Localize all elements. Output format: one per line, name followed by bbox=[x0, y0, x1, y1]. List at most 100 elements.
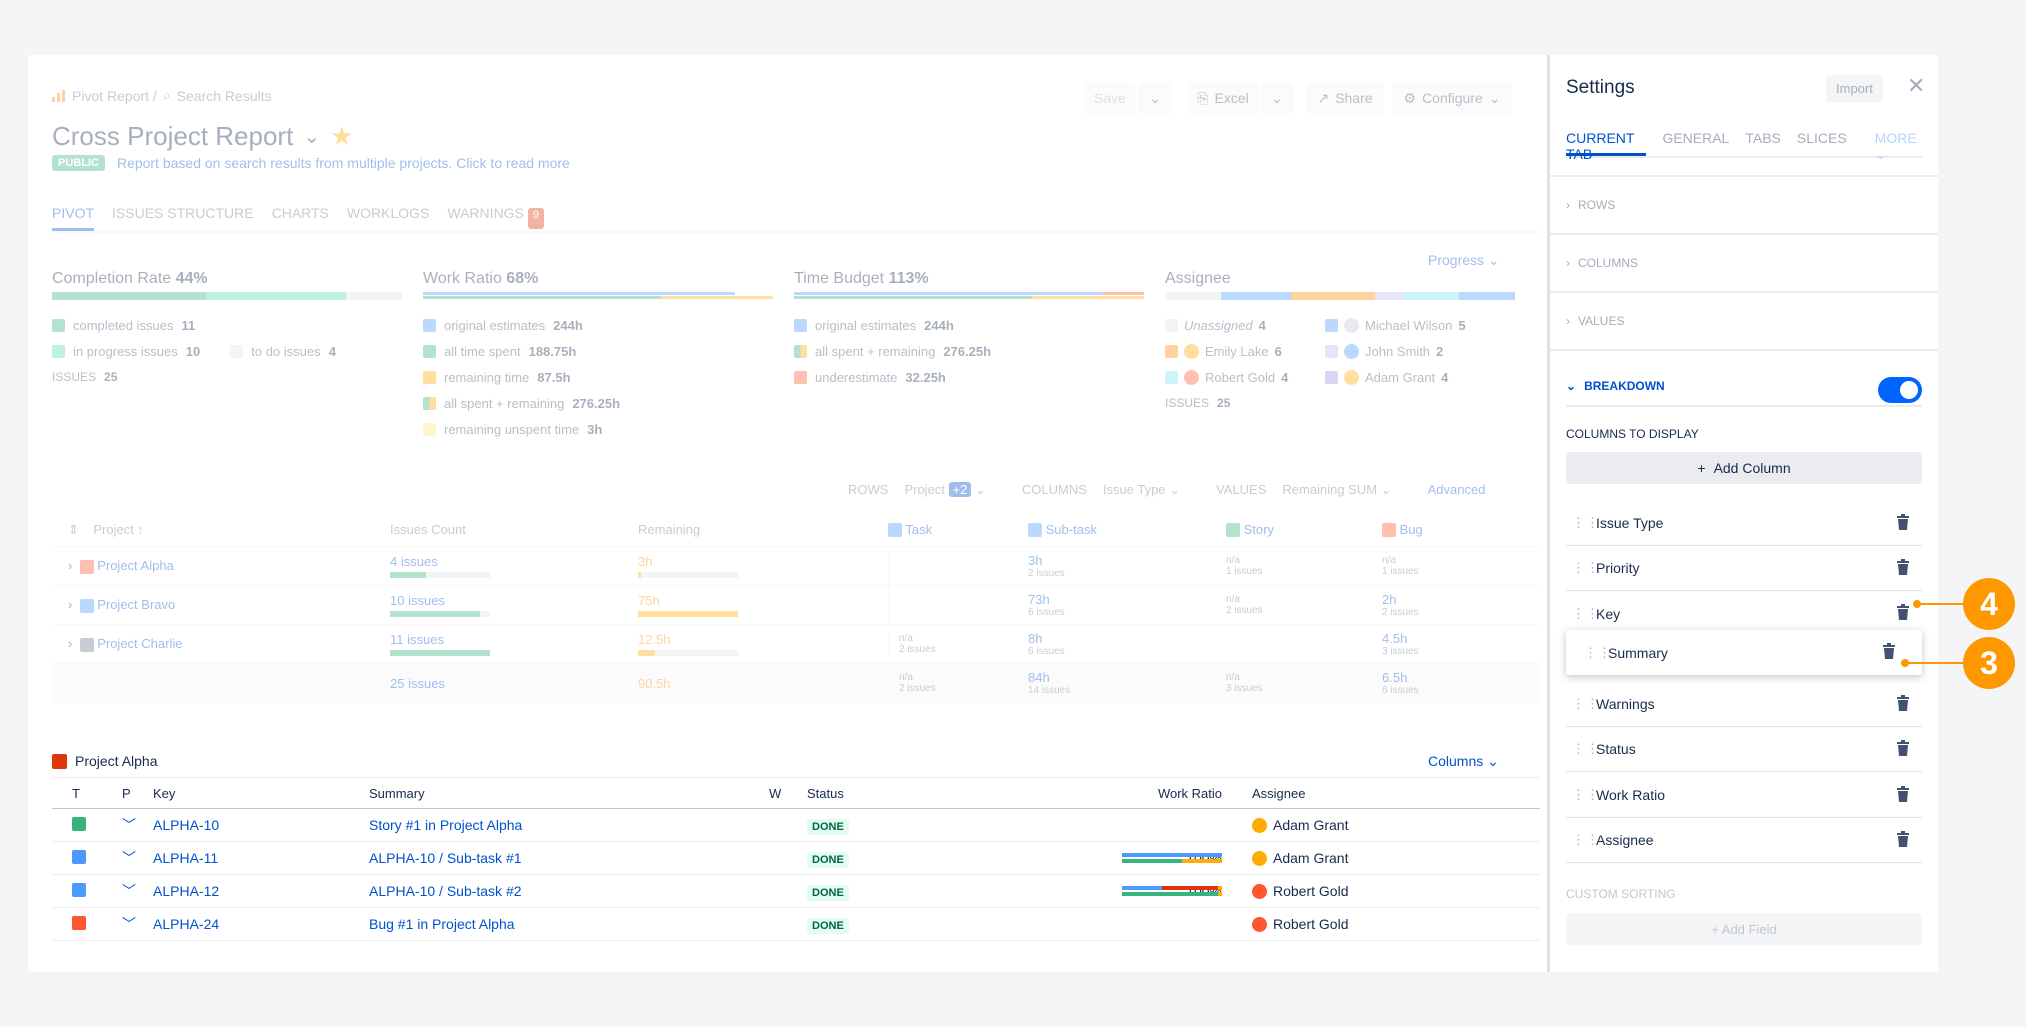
share-button[interactable]: ↗ Share bbox=[1306, 82, 1384, 114]
issue-summary[interactable]: ALPHA-10 / Sub-task #2 bbox=[369, 883, 522, 899]
custom-sorting-label: CUSTOM SORTING bbox=[1566, 887, 1676, 901]
panel-divider[interactable] bbox=[1547, 55, 1550, 972]
column-item-issue-type[interactable]: ⋮⋮ Issue Type bbox=[1566, 501, 1922, 546]
breadcrumb-current[interactable]: Search Results bbox=[176, 87, 272, 104]
chevron-right-icon[interactable]: › bbox=[68, 636, 73, 652]
trash-icon[interactable] bbox=[1896, 514, 1910, 530]
pivot-row[interactable]: › Project Charlie 11 issues 12.5h n/a 2 i… bbox=[52, 625, 1540, 664]
columns-button[interactable]: Columns ⌄ bbox=[1428, 753, 1499, 769]
issue-summary[interactable]: Story #1 in Project Alpha bbox=[369, 817, 523, 833]
advanced-link[interactable]: Advanced bbox=[1427, 482, 1486, 497]
project-column-header[interactable]: ⇕ Project ↑ bbox=[68, 521, 144, 537]
tab-charts[interactable]: CHARTS bbox=[271, 205, 329, 221]
sort-icon[interactable]: ⇕ bbox=[68, 521, 79, 537]
tab-tabs[interactable]: TABS bbox=[1745, 130, 1781, 146]
drag-handle-icon[interactable]: ⋮⋮ bbox=[1584, 644, 1612, 660]
tab-issues-structure[interactable]: ISSUES STRUCTURE bbox=[112, 205, 254, 221]
tab-warnings[interactable]: WARNINGS 9 bbox=[447, 205, 544, 231]
add-column-button[interactable]: + Add Column bbox=[1566, 452, 1922, 484]
drag-handle-icon[interactable]: ⋮⋮ bbox=[1572, 787, 1600, 802]
count-bar bbox=[390, 572, 490, 578]
project-name[interactable]: Project Bravo bbox=[97, 597, 176, 613]
count-value[interactable]: 4 issues bbox=[390, 554, 438, 569]
assignee-header: Assignee bbox=[1252, 785, 1306, 801]
section-rows[interactable]: › ROWS bbox=[1550, 175, 1938, 235]
tab-more[interactable]: MORE ⌄ bbox=[1874, 130, 1917, 162]
excel-dropdown-button[interactable]: ⌄ bbox=[1260, 82, 1294, 114]
issue-key[interactable]: ALPHA-24 bbox=[153, 916, 220, 932]
count-value[interactable]: 11 issues bbox=[390, 632, 444, 647]
save-button[interactable]: Save bbox=[1085, 82, 1135, 114]
issue-summary[interactable]: ALPHA-10 / Sub-task #1 bbox=[369, 850, 522, 866]
count-value[interactable]: 10 issues bbox=[390, 593, 445, 608]
report-title[interactable]: Cross Project Report bbox=[52, 121, 294, 151]
type-cell bbox=[52, 915, 102, 933]
trash-icon[interactable] bbox=[1896, 695, 1910, 711]
excel-button[interactable]: ⎘ Excel bbox=[1188, 82, 1258, 114]
trash-icon[interactable] bbox=[1896, 604, 1910, 620]
breadcrumb-root[interactable]: Pivot Report / bbox=[72, 87, 157, 104]
trash-icon[interactable] bbox=[1896, 740, 1910, 756]
table-row[interactable]: ﹀ ALPHA-24 Bug #1 in Project Alpha DONE … bbox=[52, 908, 1540, 941]
table-row[interactable]: ﹀ ALPHA-12 ALPHA-10 / Sub-task #2 DONE 1… bbox=[52, 875, 1540, 908]
drag-handle-icon[interactable]: ⋮⋮ bbox=[1572, 832, 1600, 847]
project-name[interactable]: Project Charlie bbox=[97, 636, 183, 652]
pivot-row[interactable]: › Project Alpha 4 issues 3h 3h 2 issues n… bbox=[52, 546, 1540, 586]
table-row[interactable]: ﹀ ALPHA-10 Story #1 in Project Alpha DON… bbox=[52, 809, 1540, 842]
pivot-row[interactable]: › Project Bravo 10 issues 75h 73h 6 issue… bbox=[52, 585, 1540, 625]
save-dropdown-button[interactable]: ⌄ bbox=[1138, 82, 1172, 114]
issue-summary[interactable]: Bug #1 in Project Alpha bbox=[369, 916, 515, 932]
column-item-warnings[interactable]: ⋮⋮ Warnings bbox=[1566, 682, 1922, 727]
drag-handle-icon[interactable]: ⋮⋮ bbox=[1572, 560, 1600, 575]
breakdown-toggle[interactable] bbox=[1878, 377, 1922, 403]
column-item-priority[interactable]: ⋮⋮ Priority bbox=[1566, 546, 1922, 591]
chevron-right-icon[interactable]: › bbox=[68, 558, 73, 574]
configure-button[interactable]: ⚙ Configure ⌄ bbox=[1392, 82, 1512, 114]
tab-slices[interactable]: SLICES bbox=[1796, 130, 1847, 146]
table-row[interactable]: ﹀ ALPHA-11 ALPHA-10 / Sub-task #1 DONE 1… bbox=[52, 842, 1540, 875]
issue-key[interactable]: ALPHA-10 bbox=[153, 817, 220, 833]
section-breakdown[interactable]: ⌄ BREAKDOWN bbox=[1566, 367, 1922, 407]
trash-icon[interactable] bbox=[1882, 643, 1896, 659]
report-description[interactable]: Report based on search results from mult… bbox=[116, 155, 570, 171]
close-icon[interactable]: ✕ bbox=[1907, 73, 1926, 98]
trash-icon[interactable] bbox=[1896, 786, 1910, 802]
section-columns[interactable]: › COLUMNS bbox=[1550, 235, 1938, 293]
rows-dropdown[interactable]: Project +2 ⌄ bbox=[904, 482, 986, 497]
project-name[interactable]: Project Alpha bbox=[97, 558, 174, 574]
column-item-assignee[interactable]: ⋮⋮ Assignee bbox=[1566, 818, 1922, 863]
column-item-label: Key bbox=[1596, 605, 1621, 622]
progress-dropdown[interactable]: Progress ⌄ bbox=[1428, 252, 1500, 268]
drag-handle-icon[interactable]: ⋮⋮ bbox=[1572, 515, 1600, 530]
column-item-label: Work Ratio bbox=[1596, 787, 1665, 803]
completion-rate-summary: Completion Rate 44% completed issues 11 i… bbox=[52, 270, 402, 390]
issue-key[interactable]: ALPHA-12 bbox=[153, 883, 220, 899]
tab-current-tab[interactable]: CURRENT TAB bbox=[1566, 130, 1647, 162]
tab-worklogs[interactable]: WORKLOGS bbox=[346, 205, 430, 221]
column-item-summary-dragging[interactable]: ⋮⋮ Summary bbox=[1566, 630, 1922, 675]
add-field-button[interactable]: + Add Field bbox=[1566, 913, 1922, 945]
drag-handle-icon[interactable]: ⋮⋮ bbox=[1572, 605, 1600, 621]
legend-value: 11 bbox=[181, 317, 196, 333]
column-item-status[interactable]: ⋮⋮ Status bbox=[1566, 727, 1922, 772]
trash-icon[interactable] bbox=[1896, 831, 1910, 847]
tab-pivot[interactable]: PIVOT bbox=[52, 205, 95, 231]
issue-key[interactable]: ALPHA-11 bbox=[153, 850, 219, 866]
chevron-down-icon[interactable]: ⌄ bbox=[303, 126, 321, 148]
tab-general[interactable]: GENERAL bbox=[1662, 130, 1730, 146]
trash-icon[interactable] bbox=[1896, 559, 1910, 575]
chevron-right-icon[interactable]: › bbox=[68, 597, 73, 613]
issues-value: 25 bbox=[104, 370, 118, 384]
rows-extra-badge: +2 bbox=[948, 482, 972, 497]
columns-dropdown[interactable]: Issue Type ⌄ bbox=[1102, 482, 1181, 497]
assignee-heading: Assignee bbox=[1165, 270, 1515, 288]
drag-handle-icon[interactable]: ⋮⋮ bbox=[1572, 696, 1600, 711]
section-values[interactable]: › VALUES bbox=[1550, 293, 1938, 351]
warnings-count-badge: 9 bbox=[527, 208, 544, 229]
column-item-work-ratio[interactable]: ⋮⋮ Work Ratio bbox=[1566, 773, 1922, 818]
values-dropdown[interactable]: Remaining SUM ⌄ bbox=[1282, 482, 1392, 497]
import-button[interactable]: Import bbox=[1826, 75, 1883, 102]
drag-handle-icon[interactable]: ⋮⋮ bbox=[1572, 741, 1600, 756]
star-icon[interactable]: ★ bbox=[330, 121, 354, 151]
column-item-key[interactable]: ⋮⋮ Key bbox=[1566, 591, 1922, 636]
